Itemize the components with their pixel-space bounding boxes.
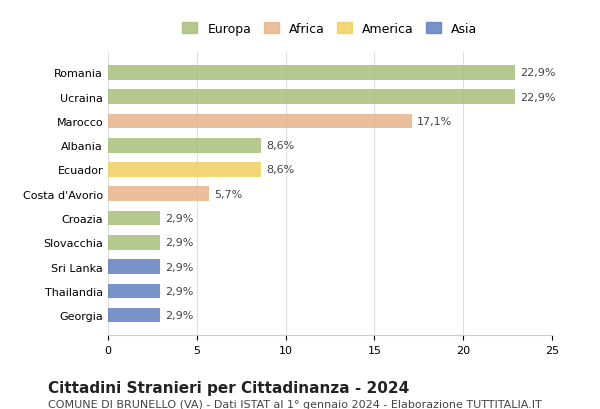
Bar xyxy=(108,284,160,298)
Bar xyxy=(108,66,515,81)
Legend: Europa, Africa, America, Asia: Europa, Africa, America, Asia xyxy=(182,23,478,36)
Text: 5,7%: 5,7% xyxy=(215,189,243,199)
Text: 2,9%: 2,9% xyxy=(165,262,193,272)
Bar xyxy=(108,139,261,153)
Text: 2,9%: 2,9% xyxy=(165,310,193,320)
Bar xyxy=(108,187,209,202)
Text: 22,9%: 22,9% xyxy=(520,68,556,78)
Text: 8,6%: 8,6% xyxy=(266,141,295,151)
Bar xyxy=(108,115,412,129)
Text: 2,9%: 2,9% xyxy=(165,238,193,248)
Bar xyxy=(108,236,160,250)
Text: 8,6%: 8,6% xyxy=(266,165,295,175)
Text: 17,1%: 17,1% xyxy=(417,117,452,127)
Bar xyxy=(108,90,515,105)
Text: 2,9%: 2,9% xyxy=(165,213,193,223)
Bar xyxy=(108,308,160,323)
Text: Cittadini Stranieri per Cittadinanza - 2024: Cittadini Stranieri per Cittadinanza - 2… xyxy=(48,380,409,396)
Text: 2,9%: 2,9% xyxy=(165,286,193,296)
Bar xyxy=(108,260,160,274)
Bar xyxy=(108,211,160,226)
Bar xyxy=(108,163,261,178)
Text: 22,9%: 22,9% xyxy=(520,92,556,102)
Text: COMUNE DI BRUNELLO (VA) - Dati ISTAT al 1° gennaio 2024 - Elaborazione TUTTITALI: COMUNE DI BRUNELLO (VA) - Dati ISTAT al … xyxy=(48,399,542,409)
